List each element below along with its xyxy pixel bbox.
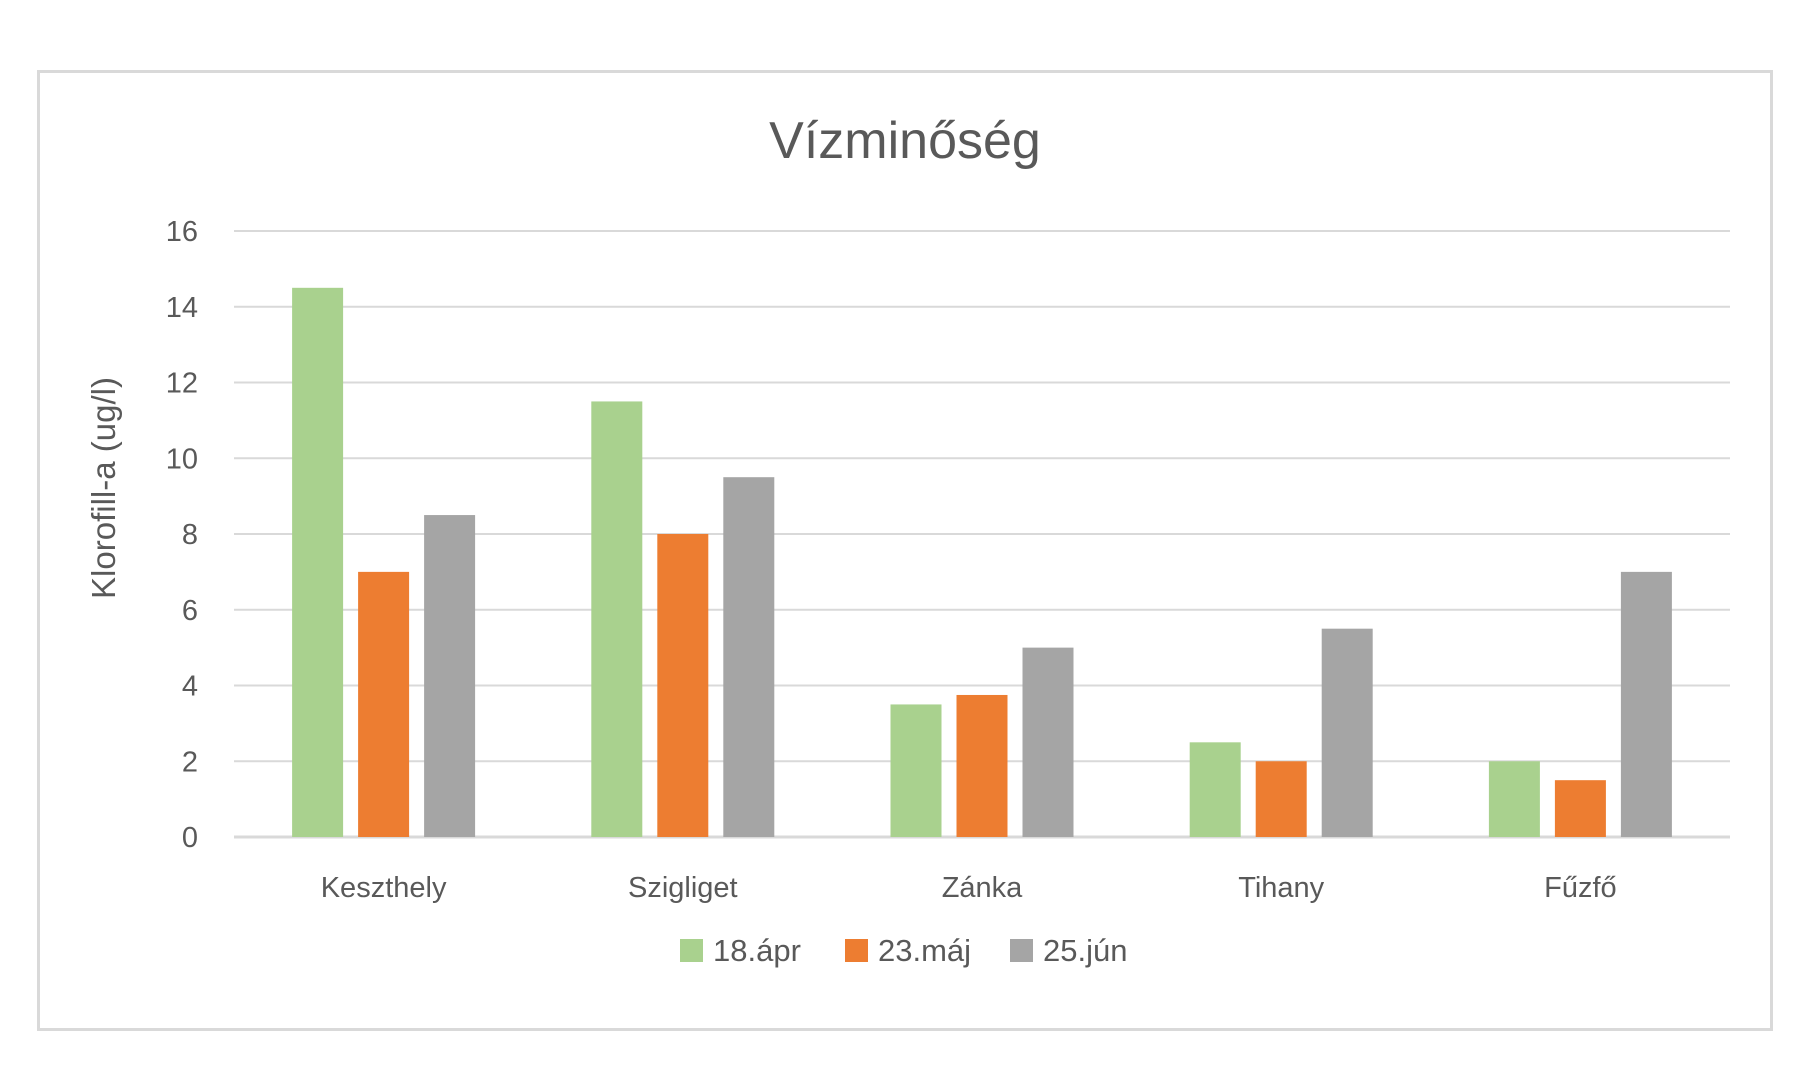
bar-chart: Vízminőség 0 2 4 6 8 10 12 14 16 Keszthely Szigli… [85,112,1730,968]
x-axis-ticks: Keszthely Szigliget Zánka Tihany Fűzfő [321,872,1617,904]
legend-label: 18.ápr [713,933,801,968]
legend-label: 23.máj [878,933,971,968]
y-tick-label: 12 [166,368,198,400]
chart-frame: Vízminőség 0 2 4 6 8 10 12 14 16 Keszthely Szigli… [37,70,1773,1031]
bars [292,287,1672,837]
bar [890,704,942,837]
legend-item: 23.máj [845,933,971,968]
y-tick-label: 2 [182,746,198,778]
legend-swatch [1010,939,1033,962]
legend-swatch [680,939,703,962]
y-tick-label: 10 [166,443,198,475]
x-tick-label: Keszthely [321,872,447,904]
bar [956,694,1008,837]
bar [358,571,410,837]
y-tick-label: 8 [182,519,198,551]
legend: 18.ápr 23.máj 25.jún [680,933,1127,968]
y-axis-ticks: 0 2 4 6 8 10 12 14 16 [166,216,198,854]
bar [1554,780,1606,837]
y-tick-label: 4 [182,671,198,703]
bar [591,401,643,837]
x-tick-label: Zánka [942,872,1023,904]
x-tick-label: Szigliget [628,872,738,904]
x-tick-label: Tihany [1238,872,1324,904]
y-tick-label: 6 [182,595,198,627]
bar [292,287,344,837]
y-tick-label: 0 [182,822,198,854]
bar [1189,742,1241,837]
y-tick-label: 14 [166,292,198,324]
bar [1255,761,1307,837]
bar [657,534,709,837]
x-tick-label: Fűzfő [1544,872,1617,904]
chart-title: Vízminőség [769,112,1041,170]
bar [1488,761,1540,837]
gridlines [234,230,1730,839]
bar [1321,628,1373,837]
legend-item: 18.ápr [680,933,801,968]
y-axis-title: Klorofill-a (ug/l) [85,377,122,599]
legend-label: 25.jún [1043,933,1127,968]
bar [1022,647,1074,837]
bar [723,477,775,837]
bar [1620,571,1672,837]
legend-item: 25.jún [1010,933,1127,968]
legend-swatch [845,939,868,962]
bar [424,515,476,837]
y-tick-label: 16 [166,216,198,248]
